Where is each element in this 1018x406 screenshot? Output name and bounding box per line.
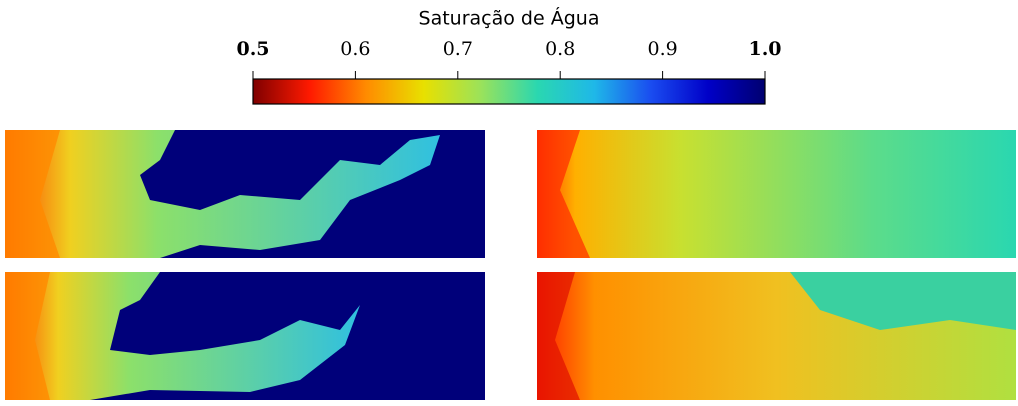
panel-top-right [537,130,1016,258]
colorbar-gradient [252,78,766,105]
colorbar: 0.5 0.6 0.7 0.8 0.9 1.0 [236,38,782,105]
panel-top-left [5,130,485,258]
colorbar-title: Saturação de Água [419,7,600,30]
tick-label: 0.9 [647,38,677,60]
tick-label: 1.0 [748,38,781,60]
tick-label: 0.6 [340,38,370,60]
tick-label: 0.5 [236,38,269,60]
tick-label: 0.8 [545,38,575,60]
panel-bottom-right [537,272,1016,400]
panel-bottom-left [5,272,485,400]
tick-label: 0.7 [443,38,473,60]
